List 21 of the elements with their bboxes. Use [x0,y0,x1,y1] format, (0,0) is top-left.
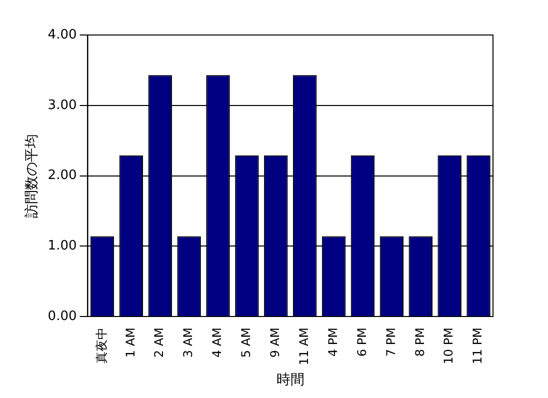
x-tick-label: 8 PM [412,328,427,357]
y-tick-label: 2.00 [48,168,77,184]
y-tick-label: 3.00 [48,98,77,113]
x-tick-label: 真夜中 [94,328,108,364]
y-tick-label: 1.00 [48,238,77,254]
y-tick-label: 0.00 [48,308,77,324]
x-tick-label: 3 AM [181,328,196,358]
y-tick-label: 4.00 [48,27,77,42]
x-tick-label: 4 AM [210,328,224,358]
x-tick-label: 1 AM [123,328,138,358]
x-axis-title: 時間 [276,372,304,388]
x-tick-label: 9 AM [268,328,282,358]
x-tick-label: 2 AM [152,328,166,358]
x-tick-label: 5 AM [239,328,254,358]
x-tick-label: 11 AM [296,328,311,366]
y-axis-title: 訪問数の平均 [24,134,40,218]
x-tick-label: 4 PM [326,328,340,357]
x-tick-label: 10 PM [442,328,456,364]
x-tick-label: 11 PM [470,328,485,364]
x-tick-label: 6 PM [354,328,369,357]
x-tick-label: 7 PM [384,328,398,357]
